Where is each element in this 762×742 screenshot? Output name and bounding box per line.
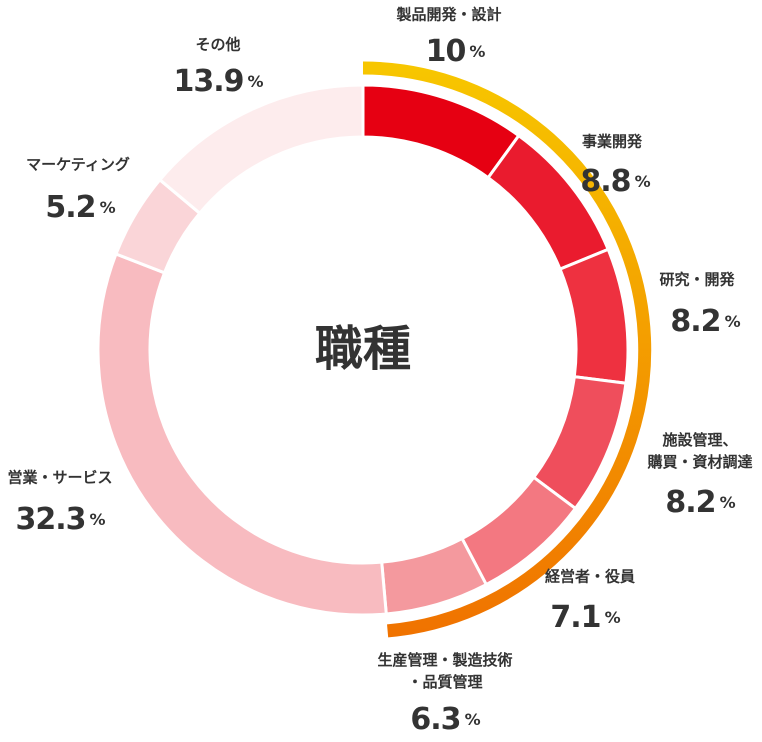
value-label: 32.3% [15,502,105,537]
value-label: 13.9% [173,64,263,99]
value-unit: % [465,710,481,729]
value-number: 8.2 [670,304,720,339]
value-unit: % [635,172,651,191]
center-title: 職種 [315,321,411,377]
value-unit: % [605,608,621,627]
value-label: 7.1% [550,600,620,635]
value-number: 32.3 [15,502,85,537]
category-label: 製品開発・設計 [395,6,501,24]
value-number: 8.2 [665,485,715,520]
value-unit: % [469,42,485,61]
category-label: 生産管理・製造技術・品質管理 [377,651,512,691]
category-label: その他 [195,36,240,54]
slice [96,252,388,617]
value-label: 10% [426,34,486,69]
value-number: 8.8 [580,164,630,199]
value-number: 5.2 [45,190,95,225]
value-unit: % [100,198,116,217]
value-unit: % [90,510,106,529]
value-label: 6.3% [410,702,480,737]
value-label: 8.2% [665,485,735,520]
slice [486,133,611,272]
slice [558,247,630,385]
category-label: 研究・開発 [659,271,735,289]
value-number: 6.3 [410,702,460,737]
category-label: 施設管理、購買・資材調達 [646,431,752,471]
value-number: 10 [426,34,466,69]
category-label: 経営者・役員 [545,568,635,586]
category-label: マーケティング [26,156,130,174]
value-number: 13.9 [173,64,243,99]
value-label: 5.2% [45,190,115,225]
highlight-arc [362,61,652,638]
value-unit: % [248,72,264,91]
value-number: 7.1 [550,600,600,635]
value-label: 8.2% [670,304,740,339]
category-label: 営業・サービス [7,469,112,487]
category-label: 事業開発 [582,133,643,151]
slice [157,83,365,216]
value-unit: % [725,312,741,331]
value-unit: % [720,493,736,512]
value-label: 8.8% [580,164,650,199]
